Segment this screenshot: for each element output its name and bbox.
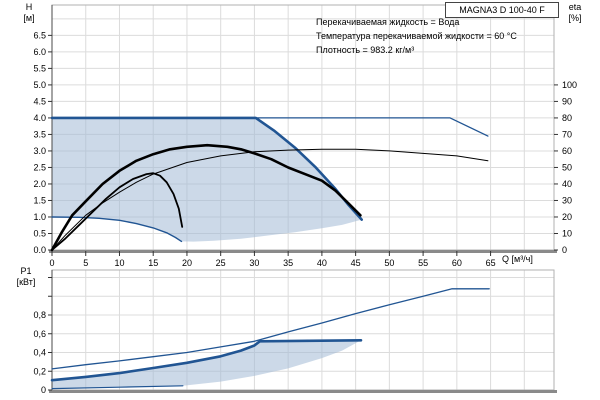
eta-tick-label: 0 [562,245,567,255]
pump-name-box: MAGNA3 D 100-40 F [445,2,559,18]
h-axis-symbol: H [25,2,33,12]
h-axis-label: H [м] [14,2,44,24]
annotation-fluid: Перекачиваемая жидкость = Вода [316,17,460,27]
x-tick-label: 65 [486,258,496,268]
y-tick-label: 1.5 [33,195,46,205]
p1-curve-2pumps [51,288,490,370]
annotation-temperature: Температура перекачиваемой жидкости = 60… [316,31,517,41]
x-tick-label: 35 [283,258,293,268]
x-tick-label: 40 [317,258,327,268]
p1-axis-unit: [кВт] [16,277,36,287]
y-tick-label: 2.0 [33,179,46,189]
y-tick-label: 3.0 [33,146,46,156]
y-tick-label: 0,2 [33,366,46,376]
eta-tick-label: 40 [562,179,572,189]
x-tick-label: 50 [384,258,394,268]
p1-min-curve [51,385,184,390]
eta-tick-label: 50 [562,162,572,172]
eta-tick-label: 20 [562,212,572,222]
p1-axis-symbol: P1 [20,266,32,276]
x-tick-label: 5 [83,258,88,268]
x-tick-label: 55 [418,258,428,268]
eta-tick-label: 30 [562,195,572,205]
qh-operating-range-fill [52,117,362,242]
x-tick-label: 10 [114,258,124,268]
x-tick-label: 20 [182,258,192,268]
eta-tick-label: 10 [562,228,572,238]
x-tick-label: 0 [49,258,54,268]
x-tick-label: 30 [249,258,259,268]
eta-axis-unit: [%] [568,13,582,23]
eta-axis-symbol: eta [568,2,582,12]
x-tick-label: 15 [148,258,158,268]
eta-tick-label: 70 [562,129,572,139]
y-tick-label: 4.0 [33,113,46,123]
y-tick-label: 0,8 [33,310,46,320]
x-tick-label: 45 [351,258,361,268]
y-tick-label: 4.5 [33,96,46,106]
y-tick-label: 6.0 [33,47,46,57]
h-axis-unit: [м] [23,13,35,23]
eta-axis-label: eta [%] [558,2,592,24]
p1-axis-label: P1 [кВт] [6,266,46,288]
y-tick-label: 0,6 [33,329,46,339]
y-tick-label: 1.0 [33,212,46,222]
p1-operating-range-fill [52,340,361,389]
eta-tick-label: 100 [562,80,577,90]
p1-curve-1pump [50,339,363,382]
q-axis-label: Q [м³/ч] [502,254,533,264]
qh-max-curve-2pumps [255,117,489,137]
eta-tick-label: 80 [562,113,572,123]
y-tick-label: 2.5 [33,162,46,172]
y-tick-label: 5.0 [33,80,46,90]
y-tick-label: 0.5 [33,228,46,238]
eta-curve-min [51,172,184,251]
operating-conditions: Перекачиваемая жидкость = Вода Температу… [316,15,517,57]
y-tick-label: 0,4 [33,348,46,358]
annotation-density: Плотность = 983.2 кг/м³ [316,45,415,55]
y-tick-label: 0 [41,385,46,395]
y-tick-label: 0.0 [33,245,46,255]
y-tick-label: 5.5 [33,63,46,73]
y-tick-label: 6.5 [33,30,46,40]
eta-tick-label: 60 [562,146,572,156]
x-tick-label: 25 [216,258,226,268]
eta-curve-1pump [50,143,362,252]
x-tick-label: 60 [452,258,462,268]
eta-tick-label: 90 [562,96,572,106]
y-tick-label: 3.5 [33,129,46,139]
